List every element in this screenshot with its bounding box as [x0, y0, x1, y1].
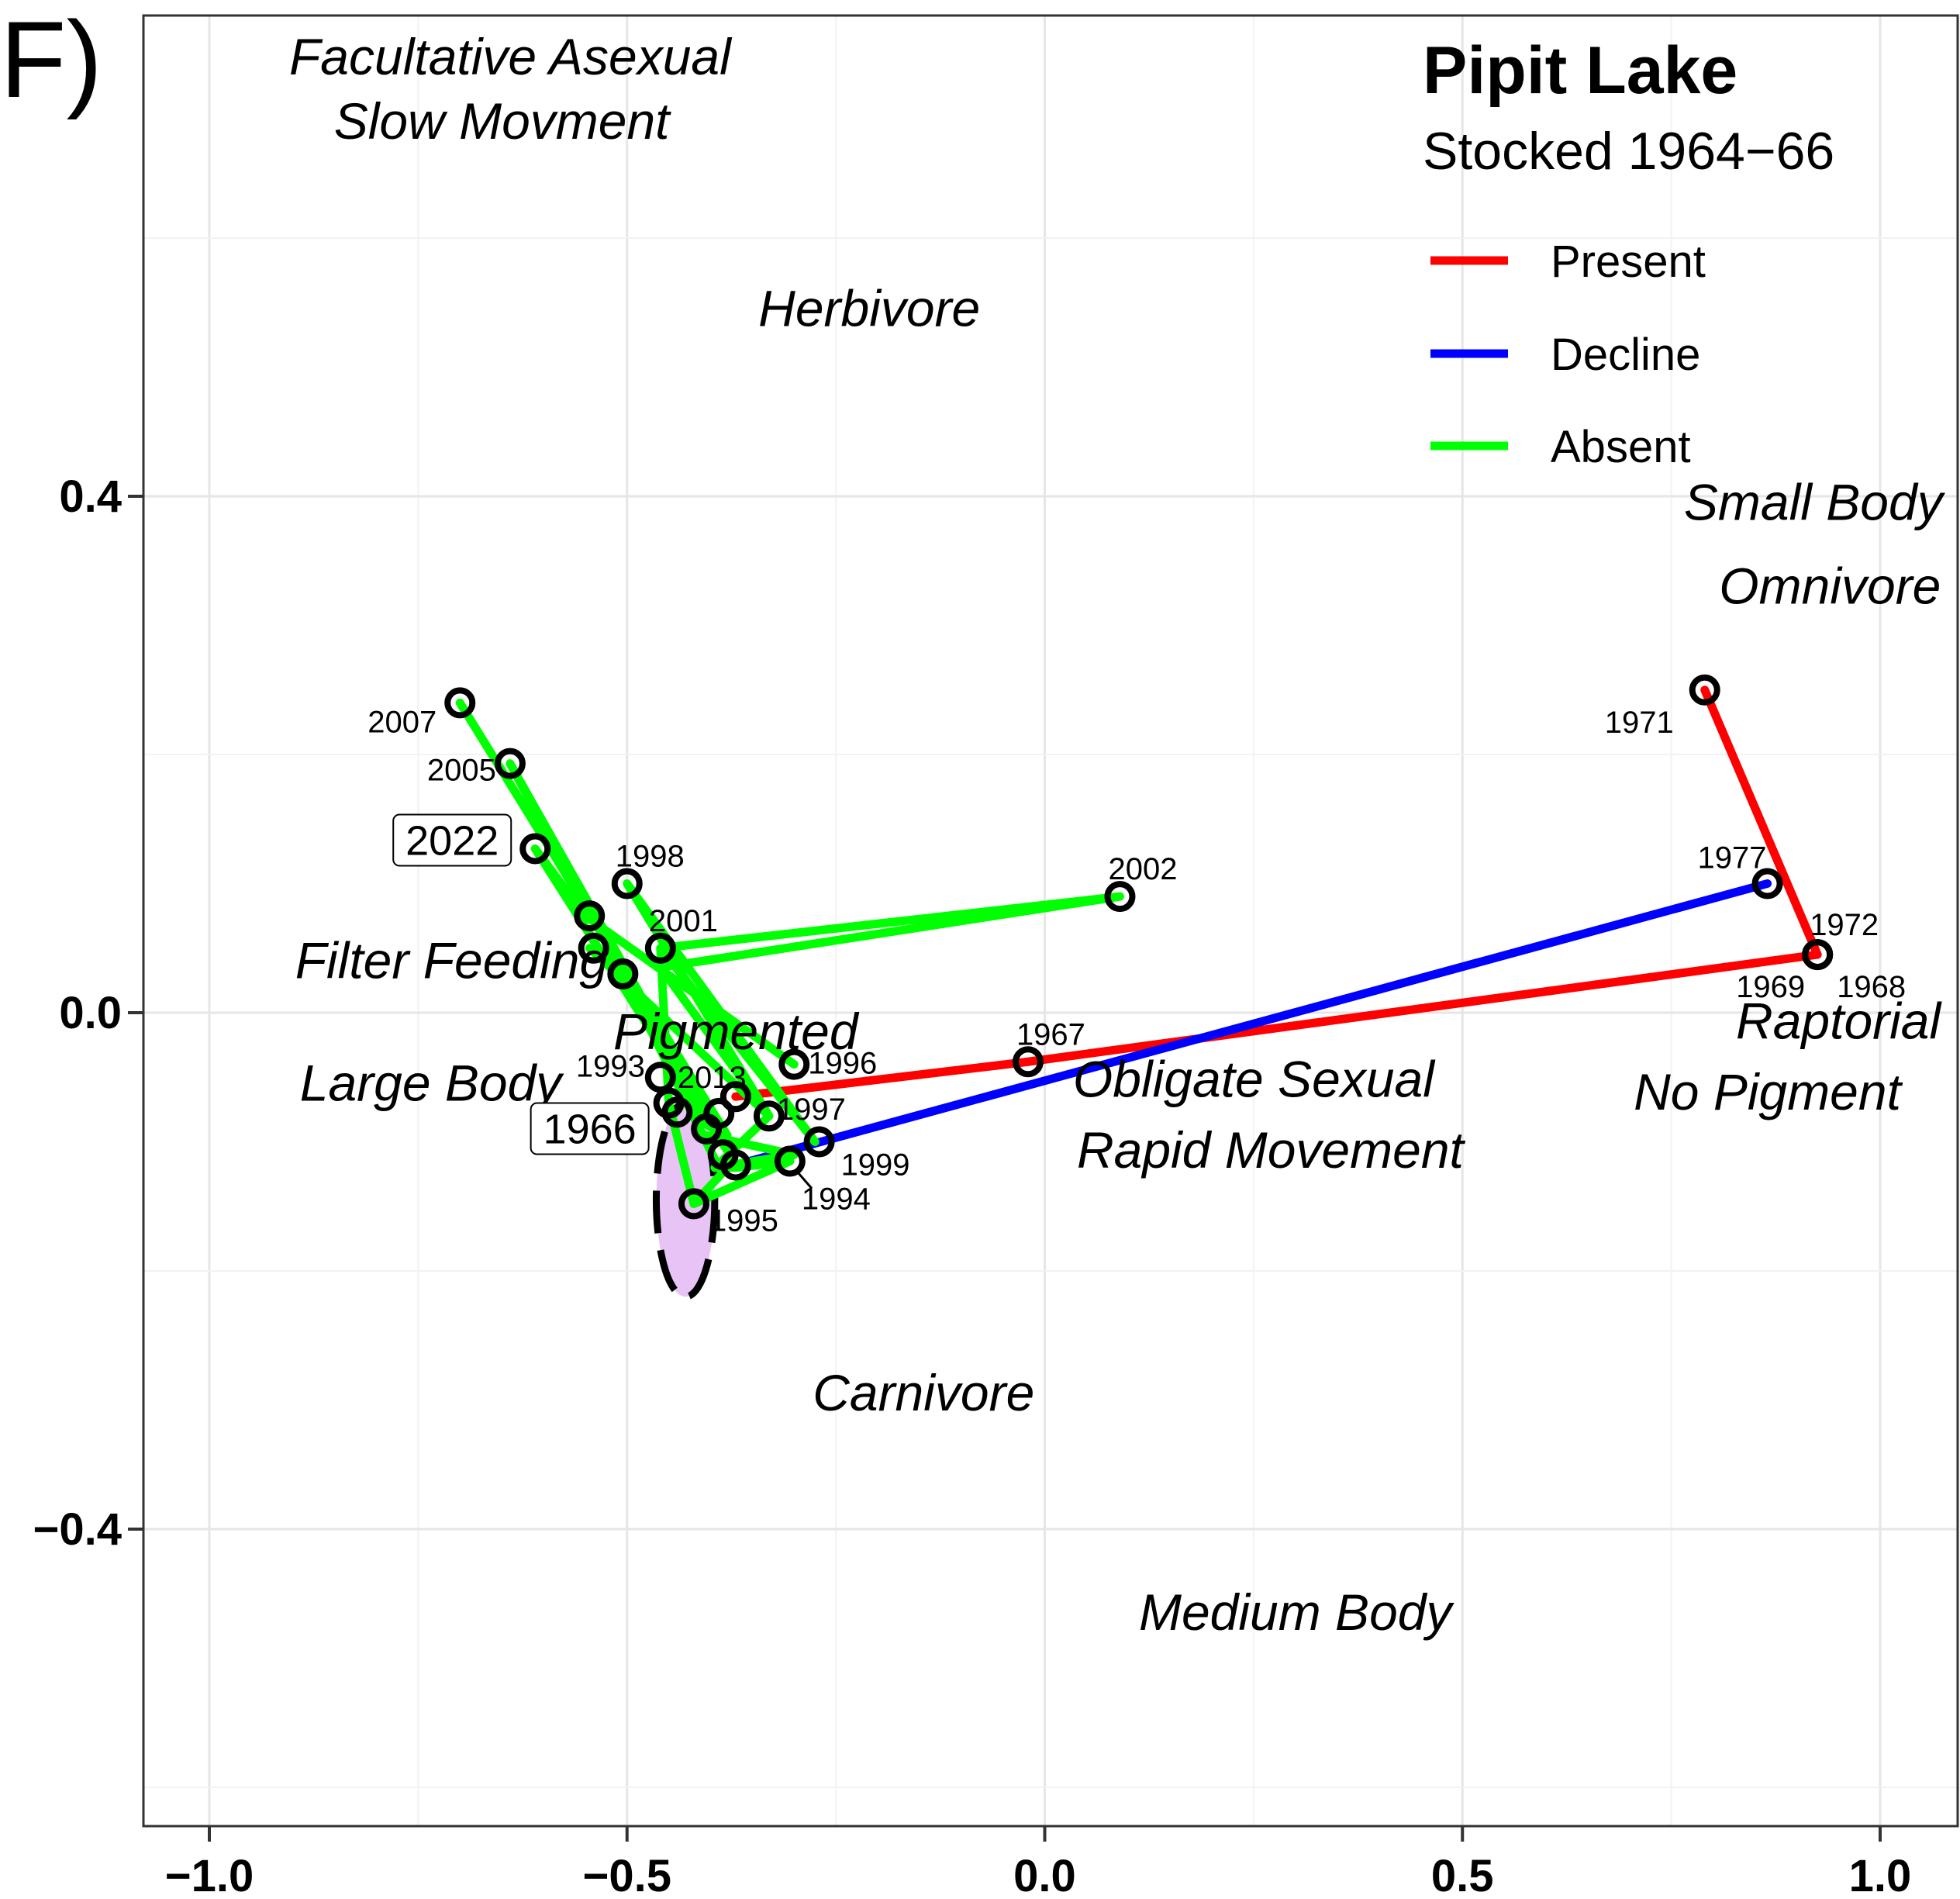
legend-label-present: Present: [1551, 237, 1706, 287]
trait-labels: Facultative Asexual Slow Movment Herbivore…: [289, 28, 1946, 1641]
year-point: [678, 1188, 709, 1220]
year-point: [1104, 881, 1136, 913]
trait-label: No Pigment: [1634, 1063, 1903, 1120]
trait-label: Large Body: [300, 1055, 565, 1112]
x-tick-label: 0.5: [1431, 1851, 1494, 1899]
legend: Pipit Lake Stocked 1964−66 Present Decli…: [1423, 33, 1834, 472]
series-line-absent: [618, 969, 795, 1208]
year-point: [753, 1100, 785, 1132]
year-point: [1751, 868, 1783, 899]
x-tick-label: −0.5: [583, 1851, 672, 1899]
year-label: 2013: [678, 1061, 747, 1095]
year-point: [644, 1062, 676, 1093]
year-label: 2007: [368, 705, 437, 739]
year-point: [574, 900, 606, 932]
panel-label: F): [0, 0, 102, 120]
x-tick-label: −1.0: [165, 1851, 254, 1899]
year-point: [494, 748, 526, 779]
year-point: [1689, 674, 1720, 706]
trait-label: Small Body: [1684, 473, 1946, 530]
trait-label: Filter Feeding: [295, 931, 609, 989]
year-label: 2001: [649, 904, 718, 938]
year-point: [607, 958, 639, 990]
series-line-decline: [731, 879, 1772, 1169]
year-label: 1993: [576, 1049, 645, 1083]
year-point: [519, 833, 551, 865]
year-label: 1999: [841, 1148, 910, 1183]
year-label: 1995: [709, 1203, 778, 1238]
trait-label: Pigmented: [613, 1003, 860, 1060]
year-point: [578, 932, 609, 964]
y-tick-label: 0.4: [59, 471, 122, 522]
series-line-absent: [656, 892, 1124, 1172]
year-label: 1977: [1698, 841, 1767, 875]
series-line-present: [731, 685, 1822, 1101]
trait-label: Carnivore: [813, 1364, 1034, 1421]
year-point: [691, 1113, 723, 1145]
year-point: [661, 1096, 693, 1128]
year-point: [803, 1126, 835, 1158]
year-point: [1802, 939, 1834, 971]
year-label-box: 2022: [392, 813, 512, 867]
grid-lines: [143, 16, 1958, 1826]
year-point: [444, 687, 476, 719]
trait-label: Facultative Asexual: [289, 28, 733, 85]
trait-label: Omnivore: [1719, 558, 1941, 615]
year-box: [530, 1102, 650, 1155]
year-label: 1971: [1605, 706, 1674, 740]
year-label: 1972: [1810, 908, 1879, 942]
year-label: 1998: [616, 840, 685, 874]
year-label: 1996: [808, 1047, 877, 1081]
year-point: [719, 1081, 751, 1113]
year-point: [611, 868, 643, 899]
plot-border: [142, 14, 1959, 1828]
year-labels: 2007 2005 2022 1998 2002 2001 1967 1996 1993 2013…: [368, 705, 1906, 1238]
trait-label: Rapid Movement: [1077, 1121, 1466, 1179]
trait-label: Raptorial: [1736, 993, 1942, 1050]
year-label: 1969: [1736, 970, 1805, 1004]
legend-label-decline: Decline: [1551, 330, 1700, 380]
year-label: 1966: [543, 1107, 637, 1153]
year-label: 1968: [1837, 970, 1906, 1004]
x-tick-label: 0.0: [1013, 1851, 1076, 1899]
year-box: [392, 813, 512, 867]
legend-title: Pipit Lake: [1423, 33, 1737, 108]
year-label: 1967: [1016, 1017, 1085, 1051]
year-points: [444, 674, 1834, 1220]
trait-label: Slow Movment: [334, 92, 671, 150]
year-label: 2022: [405, 818, 499, 865]
year-point: [644, 932, 676, 964]
label-leader: [795, 1169, 813, 1189]
year-point: [778, 1048, 810, 1080]
year-label: 1997: [777, 1093, 846, 1127]
legend-subtitle: Stocked 1964−66: [1423, 122, 1834, 181]
trait-label: Herbivore: [758, 280, 980, 337]
year-label: 2005: [427, 754, 496, 788]
y-tick-label: 0.0: [59, 988, 122, 1038]
year-point: [774, 1145, 806, 1177]
year-label: 2002: [1108, 852, 1177, 886]
trait-label: Medium Body: [1139, 1583, 1455, 1641]
axes: −1.0 −0.5 0.0 0.5 1.0 −0.4 0.0 0.4: [33, 471, 1912, 1899]
year-point: [1012, 1046, 1044, 1078]
trait-label: Obligate Sexual: [1073, 1051, 1436, 1108]
y-tick-label: −0.4: [33, 1504, 122, 1555]
year-label-box: 1966: [530, 1102, 650, 1155]
x-tick-label: 1.0: [1849, 1851, 1912, 1899]
legend-label-absent: Absent: [1551, 422, 1691, 472]
year-point: [719, 1149, 751, 1181]
year-label: 1994: [802, 1182, 871, 1216]
